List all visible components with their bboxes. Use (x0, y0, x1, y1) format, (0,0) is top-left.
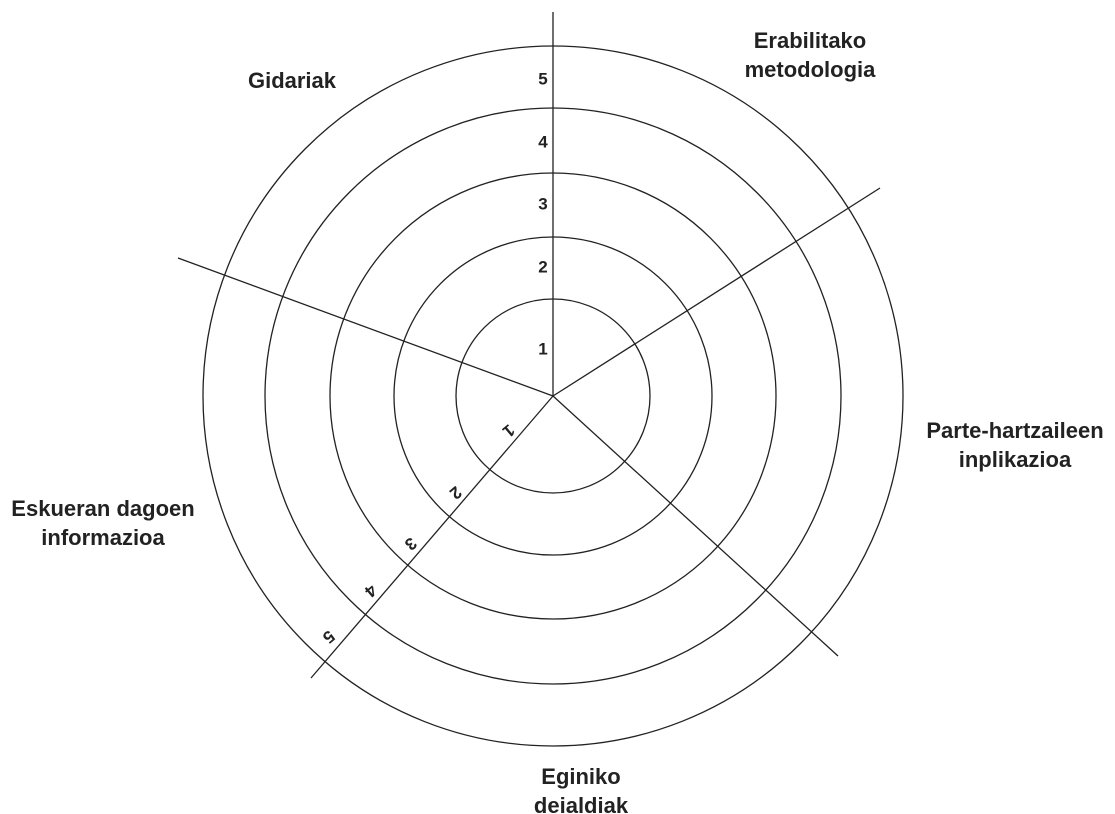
scale-number: 1 (538, 339, 547, 358)
spoke (310, 395, 554, 679)
axis-label: Erabilitako (754, 28, 866, 53)
axis-label: informazioa (41, 525, 165, 550)
scale-number: 2 (538, 257, 547, 276)
scale-number: 3 (538, 194, 547, 213)
spoke (552, 187, 881, 397)
scale-number: 1 (499, 420, 518, 441)
axis-label: metodologia (745, 57, 877, 82)
scale-number: 5 (319, 626, 338, 647)
axis-label: deialdiak (534, 793, 629, 814)
axis-label: inplikazioa (959, 447, 1072, 472)
axis-label: Eskueran dagoen (11, 496, 194, 521)
scale-number: 3 (401, 533, 420, 554)
scale-number: 5 (538, 69, 547, 88)
axis-label: Eginiko (541, 764, 620, 789)
scale-number: 2 (446, 482, 465, 503)
spokes (177, 12, 881, 679)
axis-label: Parte-hartzaileen (926, 418, 1103, 443)
spoke (177, 257, 554, 397)
scale-number: 4 (538, 132, 548, 151)
spoke (552, 395, 839, 657)
axis-label: Gidariak (248, 68, 337, 93)
scale-number: 4 (361, 580, 381, 601)
